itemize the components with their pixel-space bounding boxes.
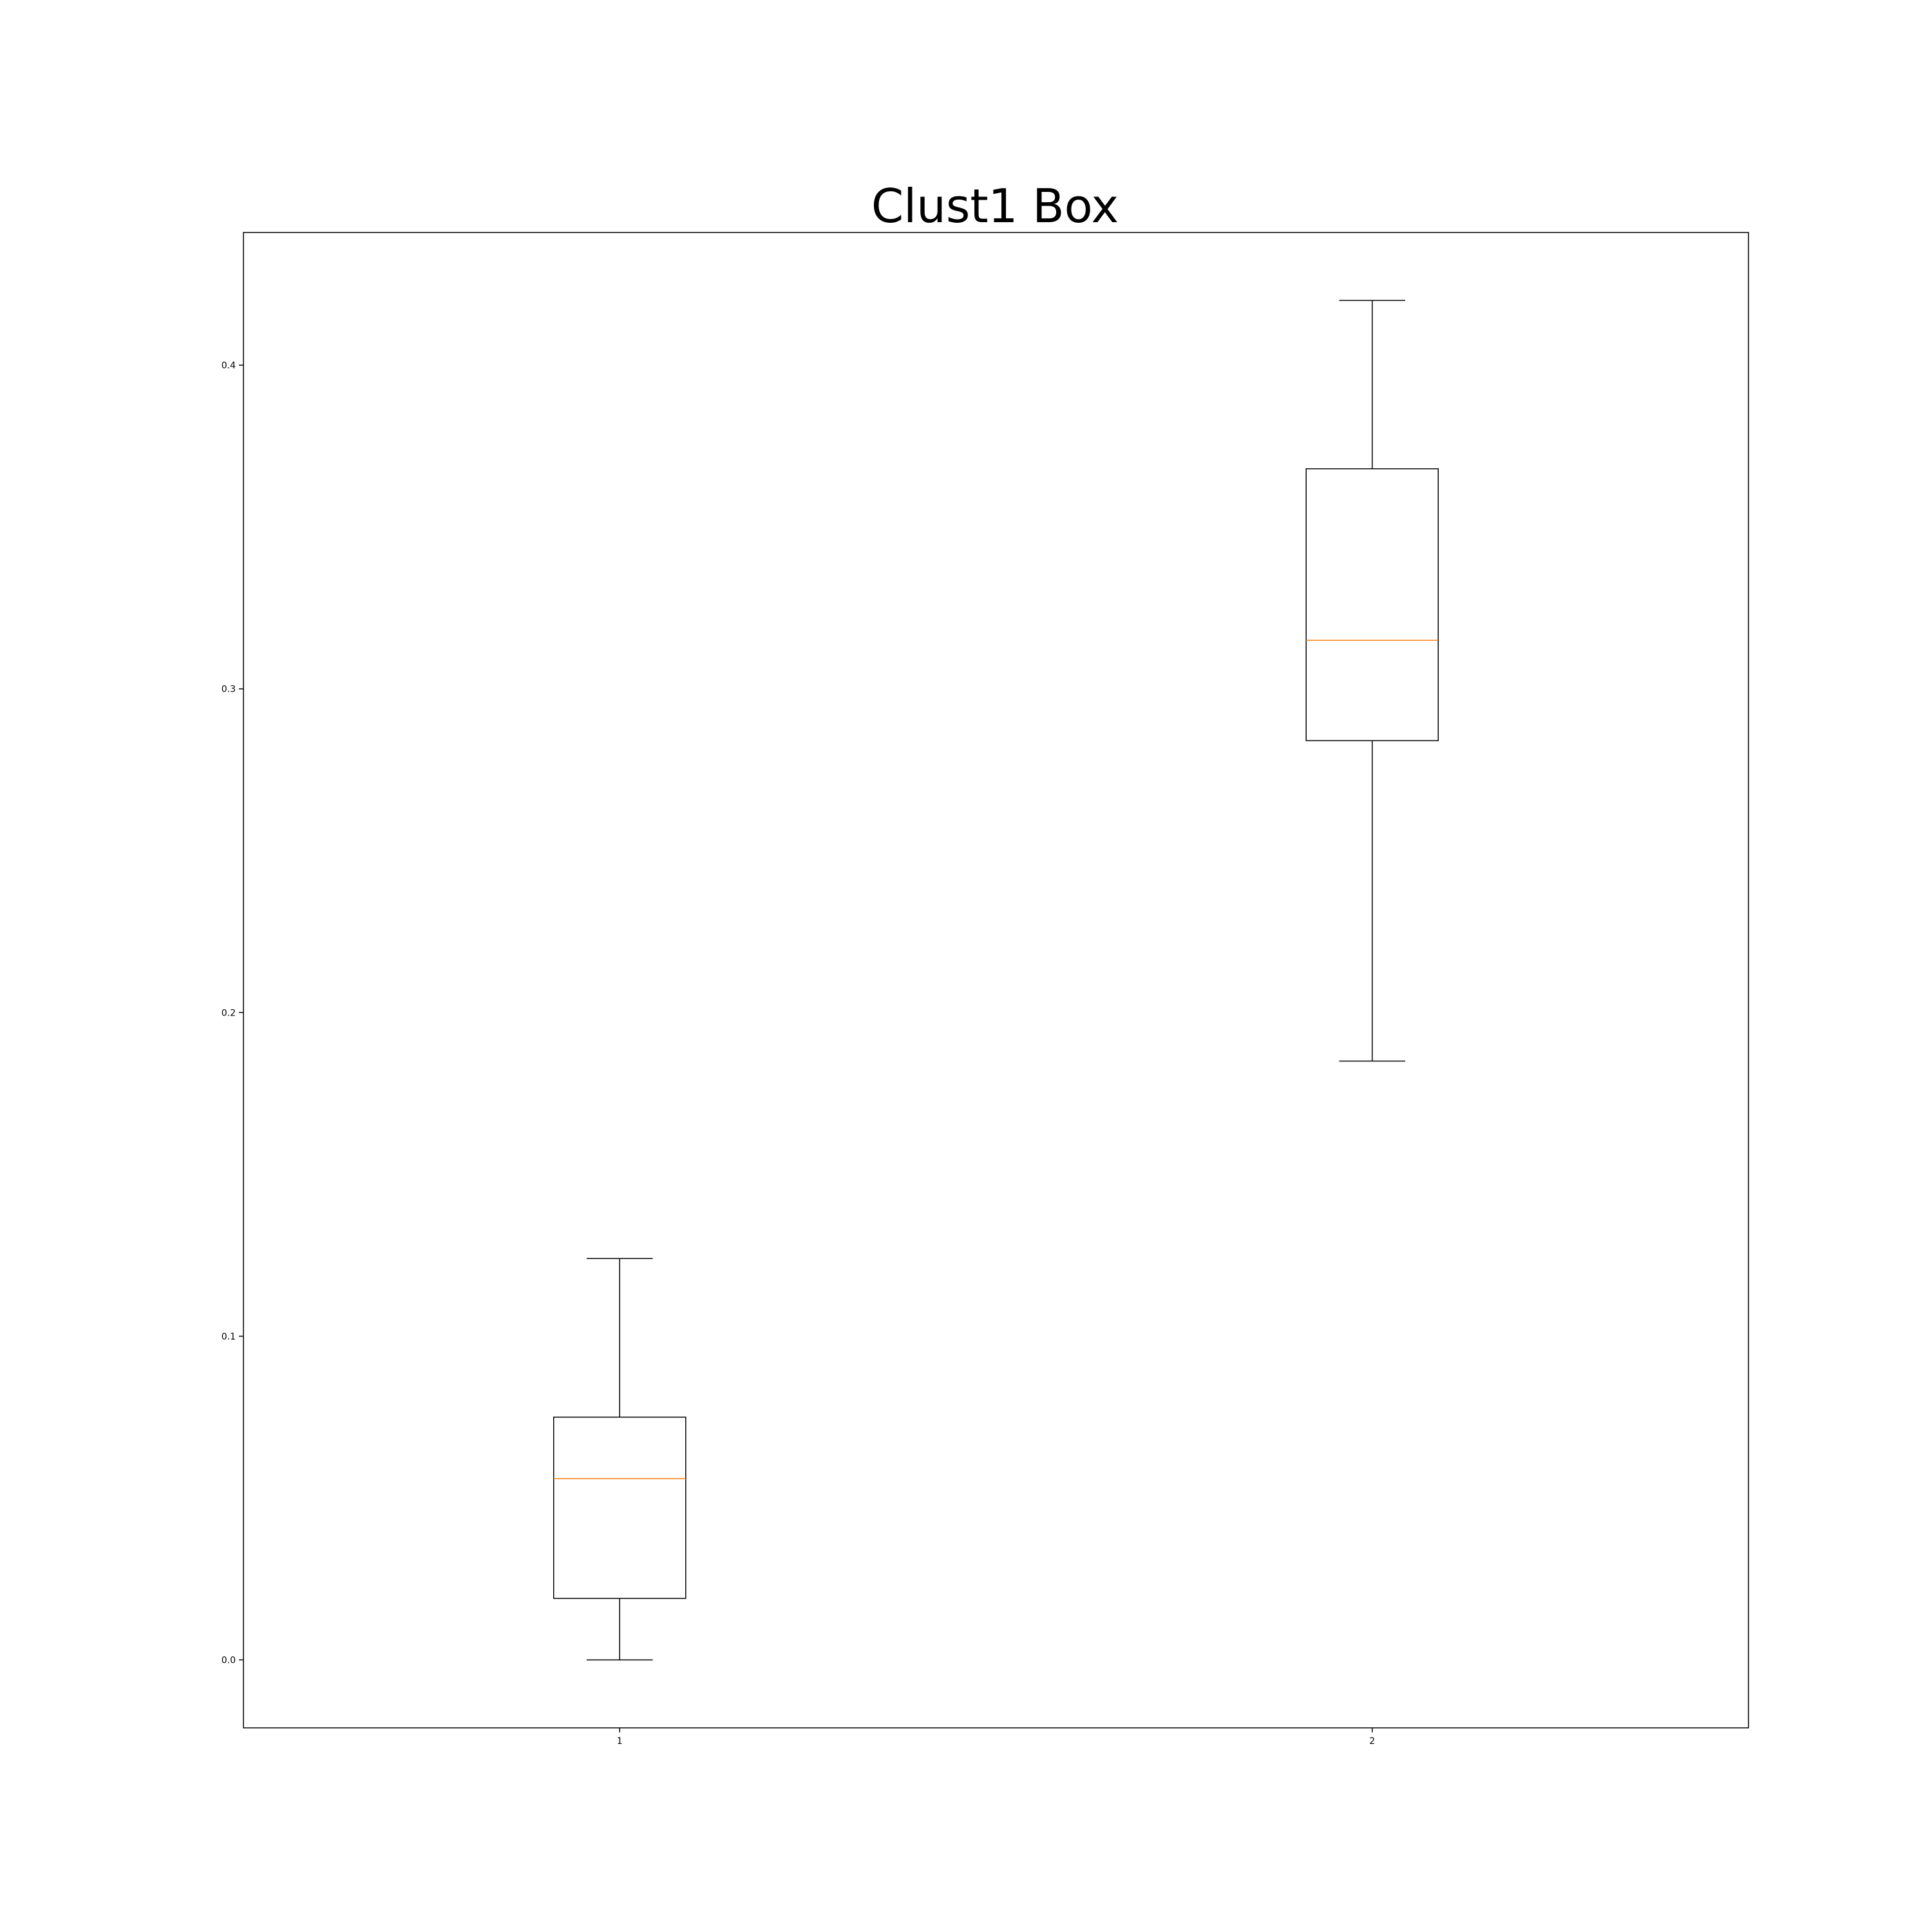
y-tick-label: 0.4 <box>222 361 236 371</box>
box-2 <box>1305 299 1439 1062</box>
y-tick-label: 0.1 <box>222 1332 236 1342</box>
y-tick-label: 0.2 <box>222 1008 236 1018</box>
y-axis: 0.0 0.1 0.2 0.3 0.4 <box>222 361 243 1665</box>
boxes <box>553 299 1439 1661</box>
chart-title: Clust1 Box <box>871 179 1119 233</box>
y-tick-label: 0.0 <box>222 1655 236 1665</box>
plot-area <box>243 232 1749 1728</box>
x-tick-label: 1 <box>617 1736 623 1747</box>
iqr-box <box>1305 468 1439 741</box>
box-1 <box>553 1258 687 1661</box>
y-tick-label: 0.3 <box>222 685 236 695</box>
x-tick-label: 2 <box>1369 1736 1375 1747</box>
iqr-box <box>553 1416 687 1599</box>
